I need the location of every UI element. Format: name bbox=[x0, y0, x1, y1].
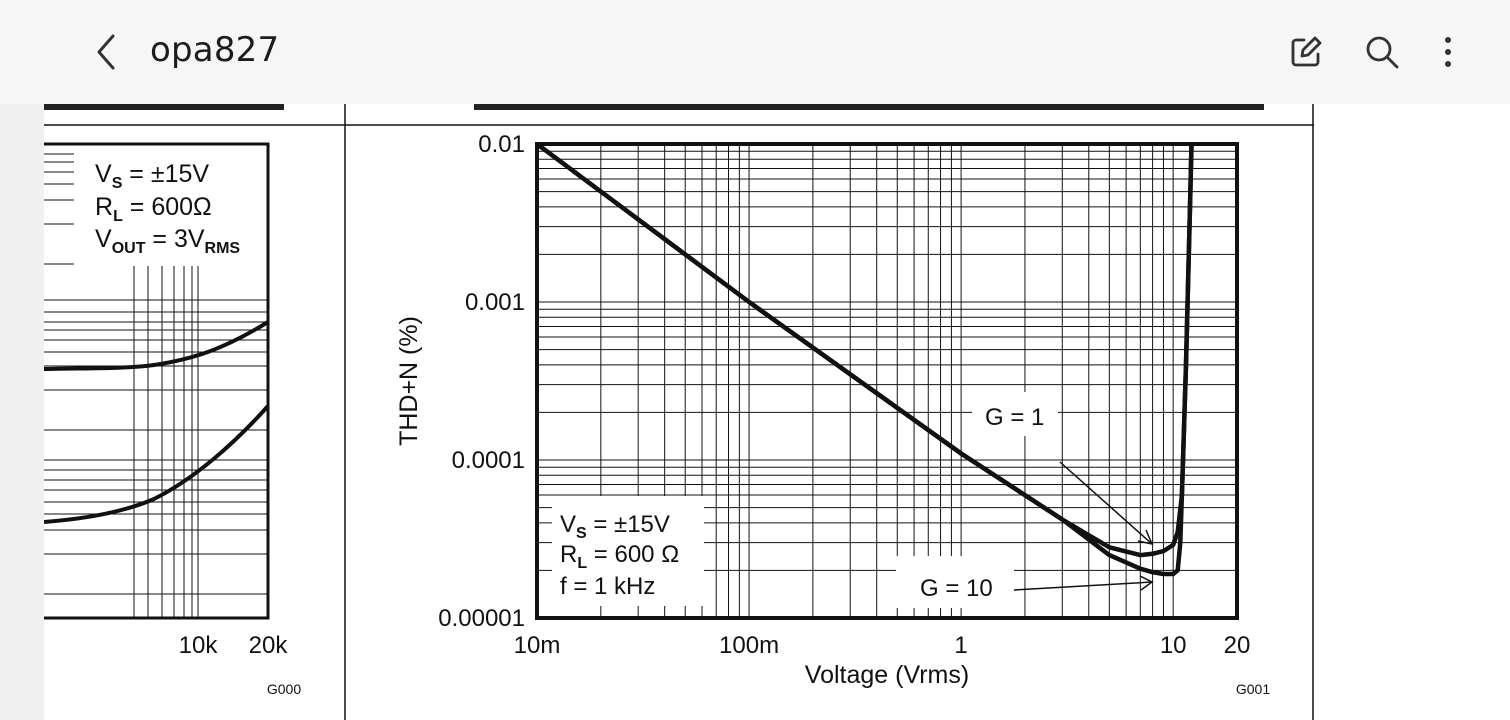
y-tick-label: 0.01 bbox=[478, 131, 525, 158]
svg-text:VOUT = 3VRMS: VOUT = 3VRMS bbox=[95, 225, 240, 257]
left-x-tick-10k: 10k bbox=[179, 632, 219, 659]
axis-ticks: 10m 100m 1 10 20 0.01 0.001 0.0001 0.00001 bbox=[438, 131, 1250, 659]
right-figure-code: G001 bbox=[1236, 681, 1270, 697]
app-bar: opa827 bbox=[0, 0, 1510, 104]
legend-box bbox=[552, 496, 704, 606]
svg-text:RL = 600 Ω: RL = 600 Ω bbox=[560, 541, 679, 572]
more-vert-icon bbox=[1445, 37, 1451, 67]
left-gutter bbox=[0, 104, 44, 720]
more-options-button[interactable] bbox=[1426, 30, 1470, 74]
y-tick-label: 0.00001 bbox=[438, 605, 525, 632]
left-legend: VS = ±15V RL = 600Ω VOUT = 3VRMS bbox=[95, 160, 240, 257]
svg-text:f = 1 kHz: f = 1 kHz bbox=[560, 573, 655, 600]
x-tick-label: 20 bbox=[1224, 632, 1251, 659]
left-chart-fragment: VS = ±15V RL = 600Ω VOUT = 3VRMS 10k 20k… bbox=[44, 142, 301, 697]
back-button[interactable] bbox=[86, 28, 126, 76]
y-tick-label: 0.001 bbox=[465, 289, 525, 316]
plot-frame bbox=[535, 142, 1239, 620]
search-icon bbox=[1366, 36, 1399, 69]
left-figure-code: G000 bbox=[267, 681, 301, 697]
svg-text:VS = ±15V: VS = ±15V bbox=[560, 511, 670, 542]
svg-text:RL = 600Ω: RL = 600Ω bbox=[95, 193, 212, 225]
annotation-g10-arrow bbox=[1013, 581, 1153, 591]
document-title: opa827 bbox=[150, 30, 280, 70]
left-x-tick-20k: 20k bbox=[249, 632, 289, 659]
y-axis-label: THD+N (%) bbox=[395, 316, 423, 446]
annotation-g10: G = 10 bbox=[920, 575, 993, 602]
edit-button[interactable] bbox=[1284, 30, 1328, 74]
svg-text:VS = ±15V: VS = ±15V bbox=[95, 160, 209, 192]
x-tick-label: 10 bbox=[1160, 632, 1187, 659]
y-tick-label: 0.0001 bbox=[452, 447, 525, 474]
document-page[interactable]: VS = ±15V RL = 600Ω VOUT = 3VRMS 10k 20k… bbox=[44, 104, 1314, 720]
x-tick-label: 100m bbox=[719, 632, 779, 659]
chevron-left-icon bbox=[97, 34, 115, 70]
chart-legend: VS = ±15V RL = 600 Ω f = 1 kHz bbox=[560, 511, 679, 600]
chart-series bbox=[535, 142, 1194, 577]
x-tick-label: 1 bbox=[954, 632, 967, 659]
search-button[interactable] bbox=[1360, 30, 1404, 74]
x-tick-label: 10m bbox=[514, 632, 561, 659]
right-gutter bbox=[1314, 104, 1510, 720]
clipped-caption-fragments bbox=[44, 104, 1264, 110]
series-line-g10 bbox=[535, 142, 1194, 577]
edit-icon bbox=[1291, 36, 1322, 67]
annotation-g1: G = 1 bbox=[985, 404, 1044, 431]
annotation-g1-box bbox=[972, 392, 1058, 436]
x-axis-label: Voltage (Vrms) bbox=[805, 661, 969, 689]
document-figures: VS = ±15V RL = 600Ω VOUT = 3VRMS 10k 20k… bbox=[44, 104, 1314, 720]
thd-n-vs-voltage-chart: VS = ±15V RL = 600 Ω f = 1 kHz G = 1 G =… bbox=[395, 131, 1270, 697]
annotation-g1-arrow bbox=[1059, 461, 1153, 545]
annotation-g10-box bbox=[896, 556, 1014, 608]
